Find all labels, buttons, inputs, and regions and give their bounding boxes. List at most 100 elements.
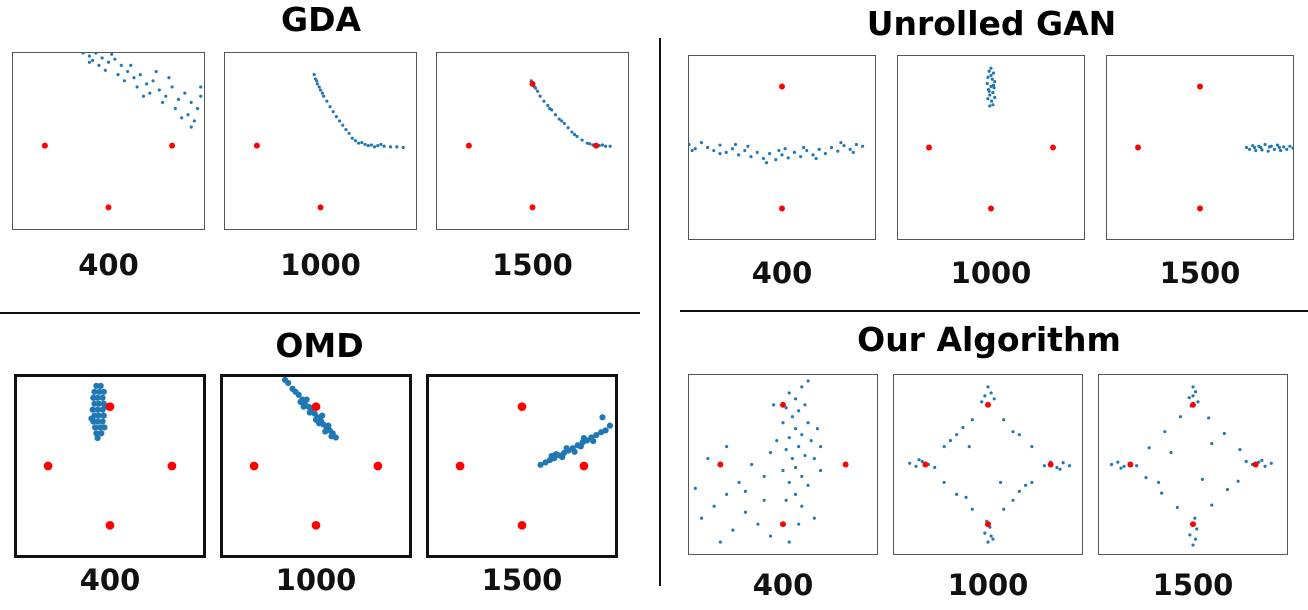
generated-sample-point [148,91,152,95]
generated-sample-point [338,119,342,123]
true-mode-point [779,83,785,90]
generated-sample-point [991,83,996,87]
generated-sample-point [1260,458,1264,462]
generated-sample-point [1272,147,1276,151]
generated-sample-point [790,456,794,461]
generated-sample-point [1238,448,1242,452]
generated-sample-point [608,144,612,148]
iteration-labels: 400 1000 1500 [688,568,1288,602]
generated-sample-point [783,147,787,151]
generated-sample-point [322,428,329,435]
generated-sample-point [986,97,990,101]
generated-sample-point [787,480,791,484]
generated-sample-point [817,147,821,151]
generated-sample-point [1058,467,1062,471]
generated-sample-point [699,516,704,520]
scatter-plot [455,402,614,530]
generated-sample-point [1163,430,1167,434]
generated-sample-point [328,105,332,109]
generated-sample-point [955,492,959,496]
generated-sample-point [353,139,358,143]
generated-sample-point [98,430,105,437]
generated-sample-point [1017,433,1021,437]
generated-sample-point [99,418,106,425]
true-mode-point [922,461,929,468]
iteration-labels: 400 1000 1500 [688,256,1294,290]
generated-sample-point [768,450,773,455]
generated-sample-point [1275,143,1280,147]
generated-sample-point [199,94,203,98]
generated-sample-point [989,84,993,89]
generated-sample-point [689,142,691,147]
generated-sample-point [718,143,722,147]
generated-sample-point [1259,145,1263,150]
generated-sample-point [318,88,323,92]
panel-row [14,374,618,558]
scatter-plot [249,377,383,530]
generated-sample-point [781,468,785,473]
generated-sample-point [306,409,313,416]
group-title: OMD [275,326,364,365]
true-mode-point [1050,144,1056,151]
generated-sample-point [712,504,716,508]
generated-sample-point [803,403,807,407]
generated-sample-point [372,145,377,149]
generated-sample-point [315,79,319,83]
true-mode-point [1127,461,1134,468]
generated-sample-point [101,424,108,431]
generated-sample-point [730,147,734,151]
panel-row [688,374,1288,555]
generated-sample-point [600,143,605,147]
generated-sample-point [793,397,798,401]
generated-sample-point [1260,148,1264,152]
generated-sample-point [1267,145,1272,149]
scatter-panel [688,55,876,240]
generated-sample-point [987,69,991,73]
true-mode-point [105,520,115,530]
generated-sample-point [145,82,149,86]
generated-sample-point [199,85,203,89]
scatter-plot [43,382,177,530]
generated-sample-point [970,507,974,511]
generated-sample-point [538,94,542,98]
generated-sample-point [1109,462,1114,467]
generated-sample-point [1210,503,1214,507]
generated-sample-point [1196,400,1200,404]
generated-sample-point [325,422,332,429]
generated-sample-point [334,115,338,119]
generated-sample-point [110,53,114,56]
generated-sample-point [948,439,953,443]
generated-sample-point [388,145,393,149]
generated-sample-point [712,148,716,153]
true-mode-point [1135,144,1141,151]
generated-sample-point [987,89,991,93]
generated-sample-point [99,394,106,401]
true-mode-point [253,142,260,149]
generated-sample-point [562,121,566,125]
generated-sample-point [285,379,292,387]
generated-sample-point [599,414,606,421]
generated-sample-point [537,461,544,468]
generated-sample-point [87,60,91,64]
generated-sample-point [983,531,987,535]
generated-sample-point [1017,489,1021,493]
generated-sample-point [985,81,989,86]
true-mode-point [465,142,472,149]
generated-sample-point [195,106,200,111]
generated-sample-point [806,421,810,425]
generated-sample-point [750,462,754,467]
generated-sample-point [566,126,570,130]
generated-sample-point [320,91,324,95]
generated-sample-point [1002,507,1006,511]
generated-sample-point [970,418,974,422]
generated-sample-point [955,433,959,437]
generated-sample-point [602,427,609,434]
generated-sample-point [793,492,798,496]
generated-sample-point [805,148,809,153]
generated-sample-point [1042,464,1046,468]
generated-sample-point [90,394,97,401]
scatter-plot [689,83,865,212]
generated-sample-point [129,63,133,67]
generated-sample-point [992,397,996,401]
generated-sample-point [94,418,101,425]
